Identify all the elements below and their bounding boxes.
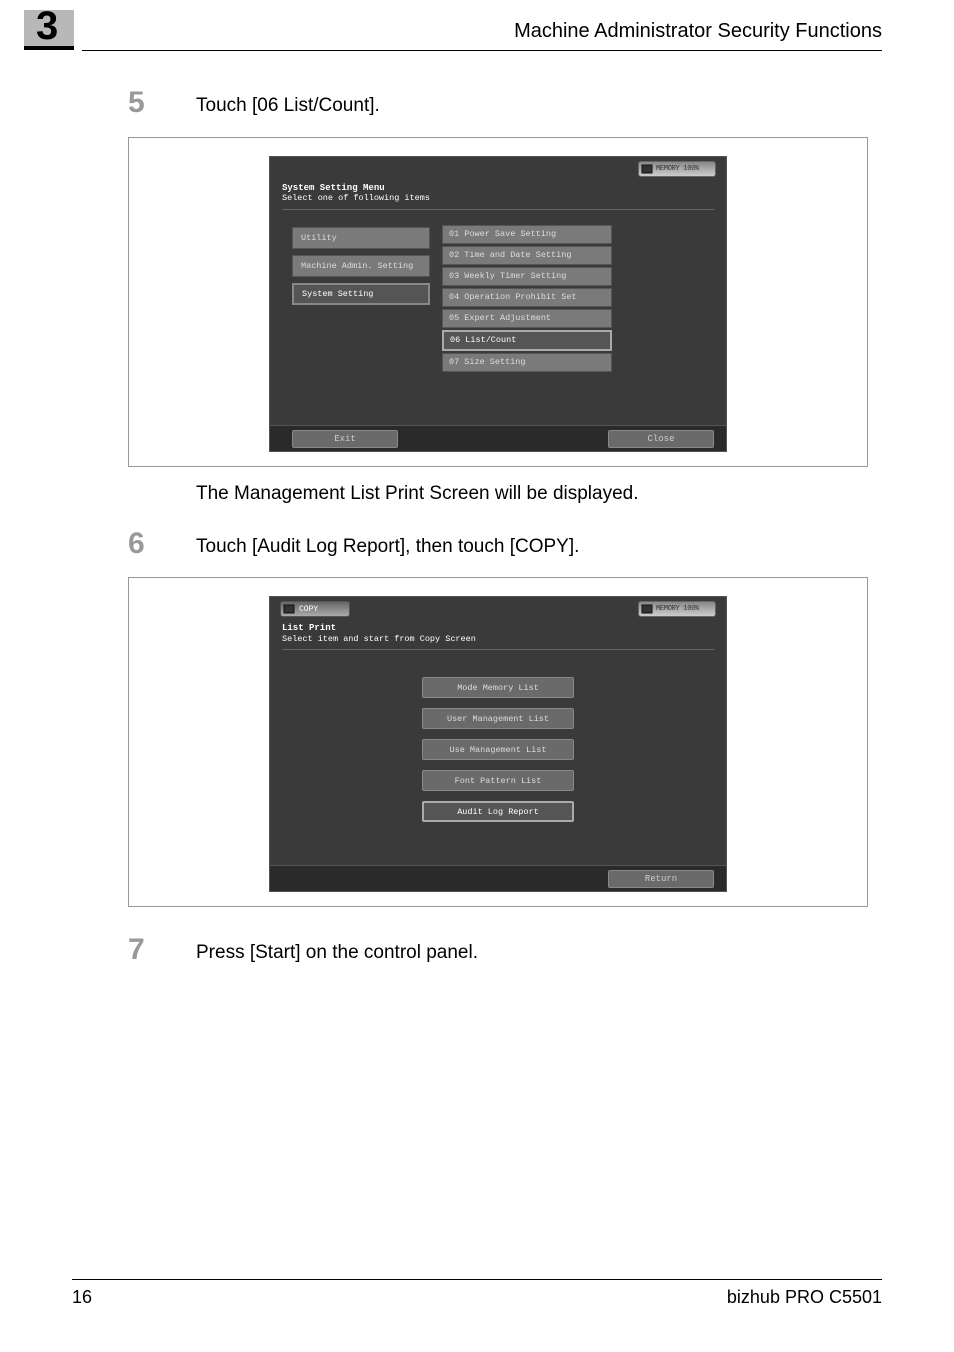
page-number: 16 [72,1287,92,1308]
screen1-title: System Setting Menu [282,183,385,193]
copy-label: COPY [299,605,318,614]
time-date-setting-button[interactable]: 02 Time and Date Setting [442,246,612,265]
memory-badge: MEMORY 100% [638,161,716,177]
return-button[interactable]: Return [608,870,714,888]
user-management-list-button[interactable]: User Management List [422,708,574,729]
screen1-right-column: 01 Power Save Setting 02 Time and Date S… [442,225,612,374]
product-name: bizhub PRO C5501 [727,1287,882,1308]
use-management-list-button[interactable]: Use Management List [422,739,574,760]
machine-admin-setting-button[interactable]: Machine Admin. Setting [292,255,430,277]
screen1-left-column: Utility Machine Admin. Setting System Se… [292,227,430,311]
exit-button[interactable]: Exit [292,430,398,448]
close-button[interactable]: Close [608,430,714,448]
screen1-title-block: System Setting Menu Select one of follow… [282,183,430,205]
copy-icon [283,604,295,614]
step-5: 5 Touch [06 List/Count]. [128,86,882,119]
size-setting-button[interactable]: 07 Size Setting [442,353,612,372]
weekly-timer-setting-button[interactable]: 03 Weekly Timer Setting [442,267,612,286]
footer: 16 bizhub PRO C5501 [72,1287,882,1308]
list-count-button[interactable]: 06 List/Count [442,330,612,351]
step-text: Press [Start] on the control panel. [196,933,478,966]
operation-prohibit-set-button[interactable]: 04 Operation Prohibit Set [442,288,612,307]
screenshot-frame-1: MEMORY 100% System Setting Menu Select o… [128,137,868,467]
memory-icon [641,604,653,614]
screen2-bottom-bar: Return [270,865,726,891]
mode-memory-list-button[interactable]: Mode Memory List [422,677,574,698]
device-screen-list-print: COPY MEMORY 100% List Print Select item … [269,596,727,892]
memory-badge: MEMORY 100% [638,601,716,617]
screen2-center-column: Mode Memory List User Management List Us… [422,677,574,832]
device-screen-system-setting: MEMORY 100% System Setting Menu Select o… [269,156,727,452]
screen2-title: List Print [282,623,336,633]
step-7: 7 Press [Start] on the control panel. [128,933,882,966]
screen2-title-block: List Print Select item and start from Co… [282,623,476,645]
memory-label: MEMORY 100% [656,605,699,613]
utility-button[interactable]: Utility [292,227,430,249]
system-setting-button[interactable]: System Setting [292,283,430,305]
step-number: 5 [128,86,196,118]
power-save-setting-button[interactable]: 01 Power Save Setting [442,225,612,244]
step-6: 6 Touch [Audit Log Report], then touch [… [128,527,882,560]
footer-rule [72,1279,882,1280]
screen2-subtitle: Select item and start from Copy Screen [282,634,476,644]
chapter-number: 3 [36,4,58,49]
memory-icon [641,164,653,174]
step-text: Touch [Audit Log Report], then touch [CO… [196,527,579,560]
title-rule [282,649,714,650]
copy-badge[interactable]: COPY [280,601,350,617]
step-text: Touch [06 List/Count]. [196,86,380,119]
step5-after-text: The Management List Print Screen will be… [196,483,882,505]
step-number: 6 [128,527,196,559]
page-header-title: Machine Administrator Security Functions [514,20,882,43]
audit-log-report-button[interactable]: Audit Log Report [422,801,574,822]
memory-label: MEMORY 100% [656,165,699,173]
title-rule [282,209,714,210]
header-rule [82,50,882,51]
screenshot-frame-2: COPY MEMORY 100% List Print Select item … [128,577,868,907]
font-pattern-list-button[interactable]: Font Pattern List [422,770,574,791]
expert-adjustment-button[interactable]: 05 Expert Adjustment [442,309,612,328]
step-number: 7 [128,933,196,965]
screen1-bottom-bar: Exit Close [270,425,726,451]
screen1-subtitle: Select one of following items [282,193,430,203]
